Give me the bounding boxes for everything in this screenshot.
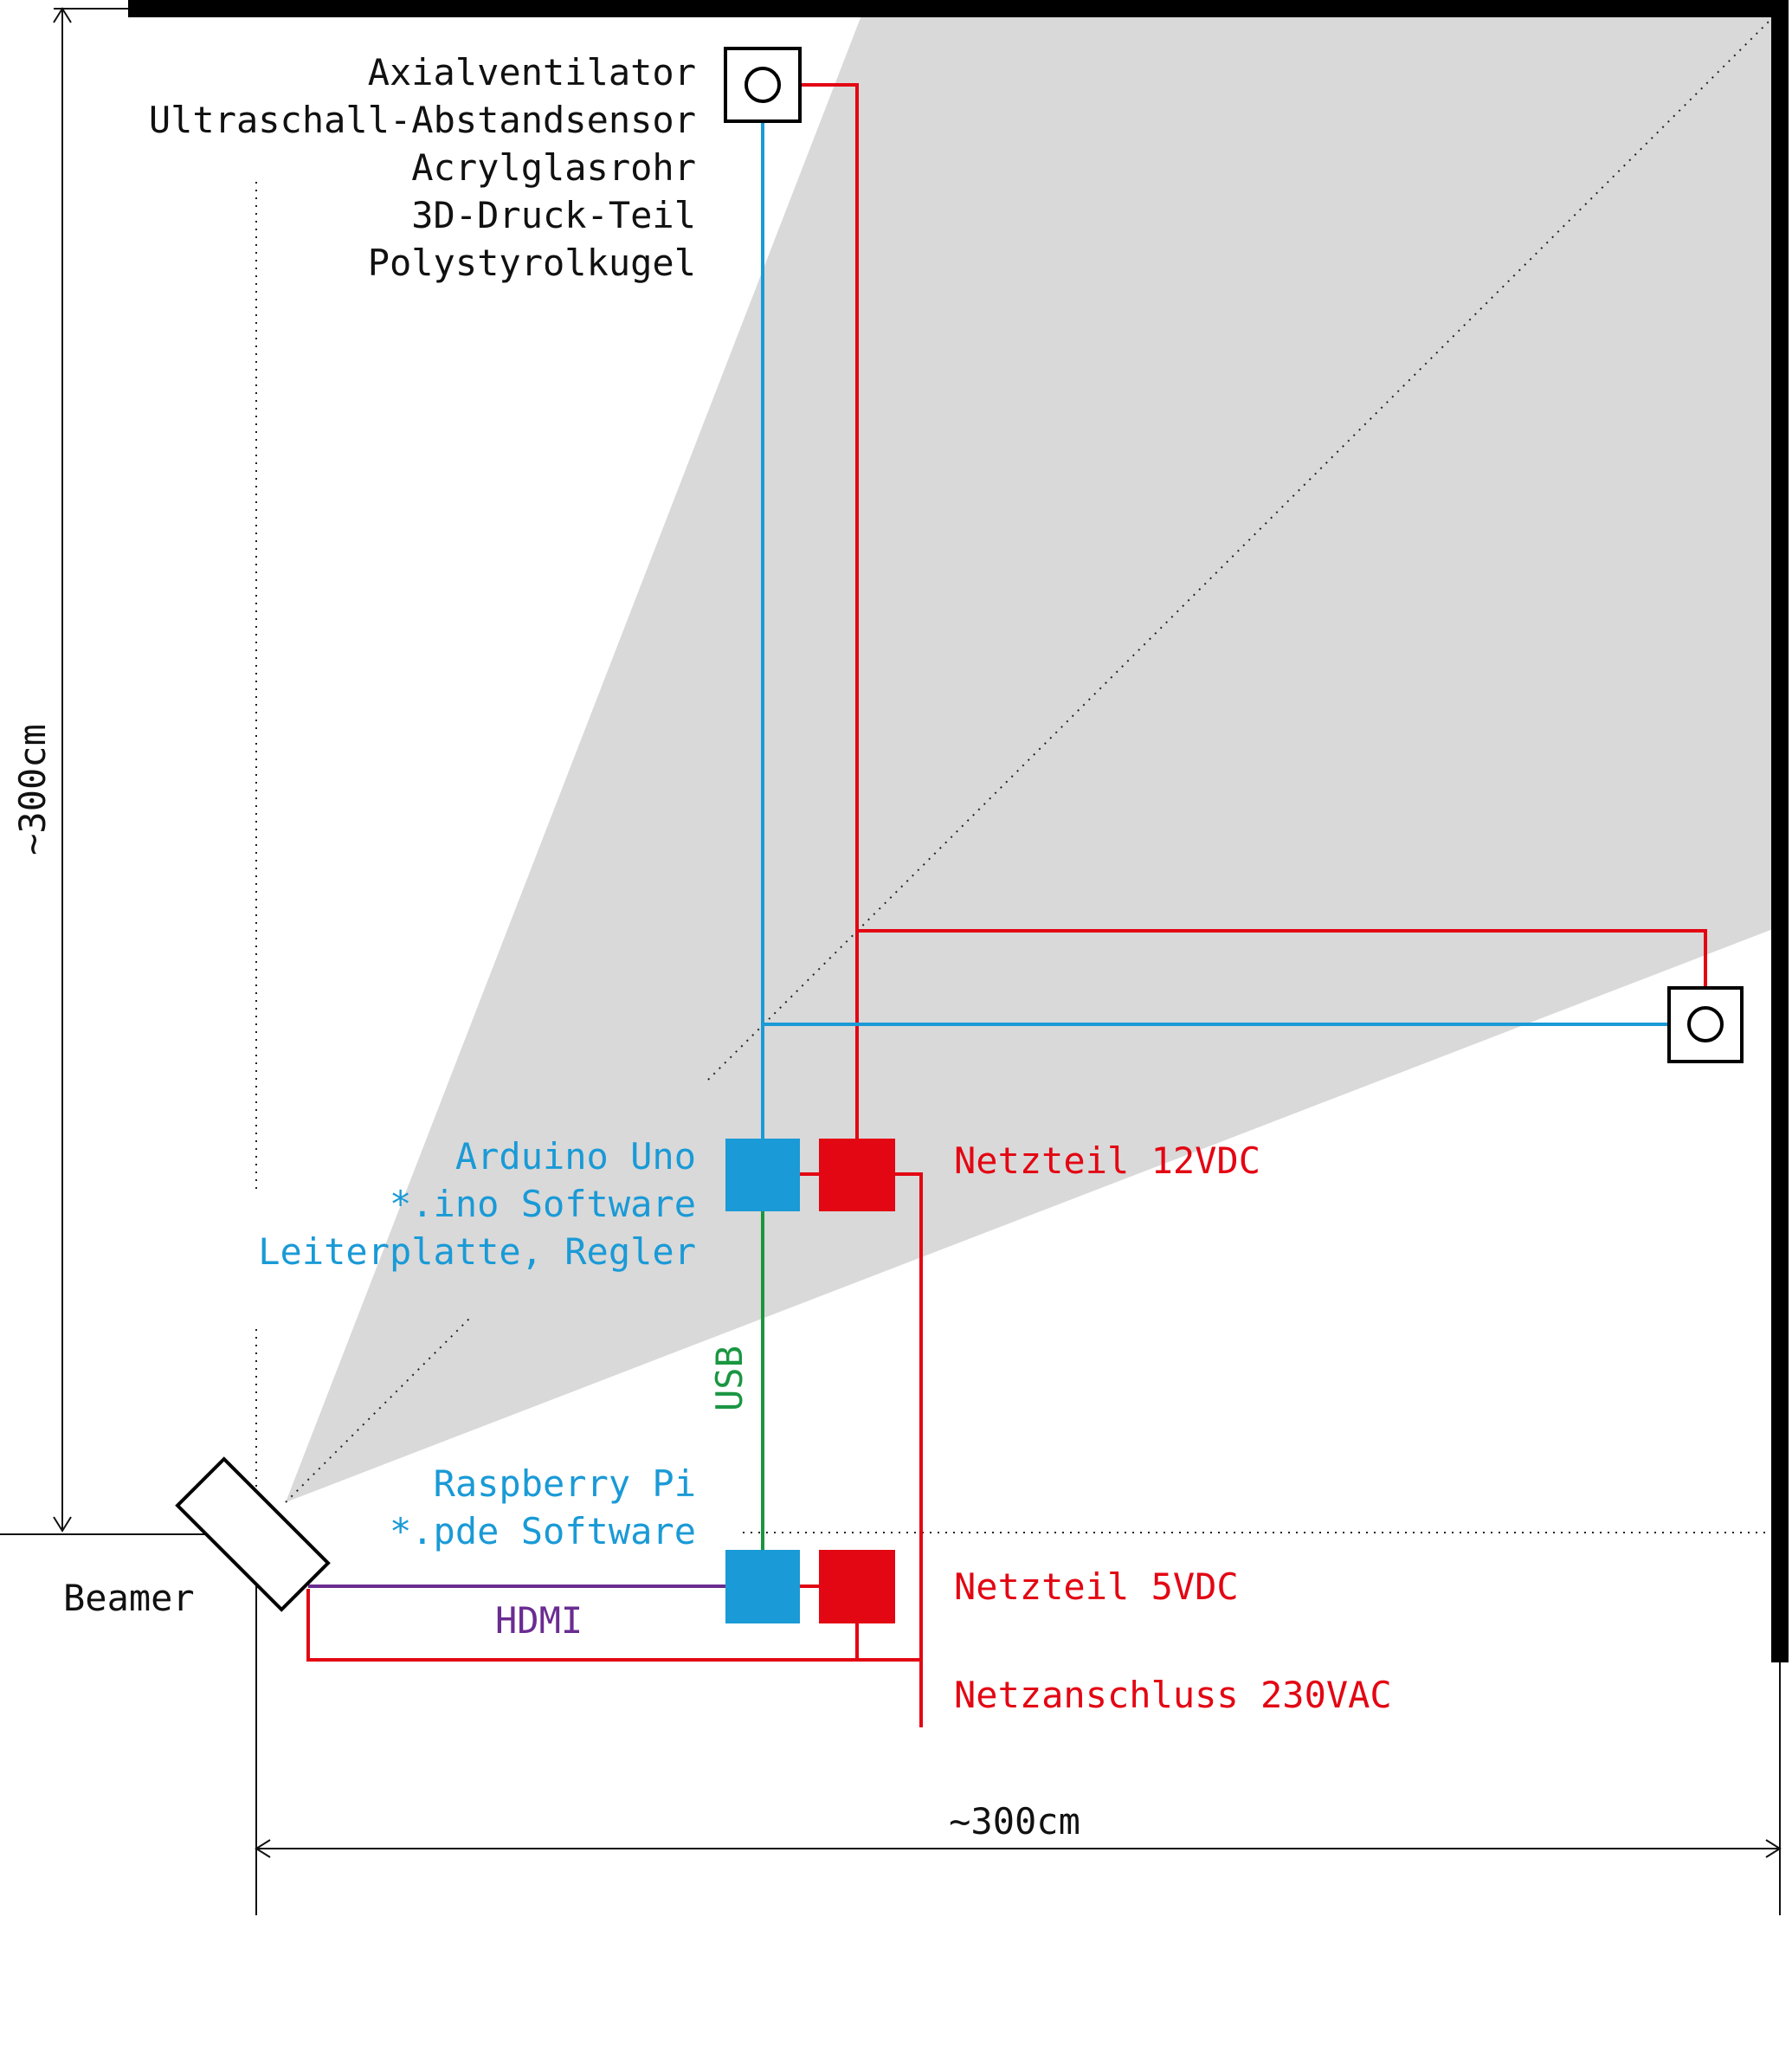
label-ino-software: *.ino Software (390, 1183, 696, 1225)
label-acrylic-tube: Acrylglasrohr (411, 146, 696, 189)
raspberry-labels: Raspberry Pi *.pde Software (390, 1462, 696, 1552)
fan-housing (724, 47, 802, 123)
label-psu-12v: Netzteil 12VDC (954, 1139, 1260, 1182)
fan-top-power-line (800, 83, 859, 1139)
arrow-down (53, 1516, 72, 1533)
wall-top (128, 0, 1773, 17)
diagonal-guide (707, 18, 1772, 1081)
arduino-box (725, 1139, 800, 1211)
psu-12v-box (819, 1139, 895, 1211)
dimension-arrows (53, 7, 1782, 1858)
psu-5v-box (819, 1550, 895, 1623)
label-polystyrene-ball: Polystyrolkugel (368, 242, 696, 284)
label-3d-print-part: 3D-Druck-Teil (411, 194, 696, 236)
guide-lines (255, 18, 1772, 1533)
label-width-dimension: ~300cm (949, 1800, 1080, 1843)
fan-icon (1687, 1006, 1724, 1042)
fan-icon (745, 67, 781, 103)
label-height-dimension: ~300cm (11, 724, 54, 855)
label-axialventilator: Axialventilator (368, 51, 696, 94)
label-raspberry-pi: Raspberry Pi (434, 1462, 696, 1505)
label-beamer: Beamer (63, 1577, 195, 1619)
arrow-left (255, 1839, 271, 1858)
arrow-up (53, 7, 72, 23)
label-usb: USB (708, 1346, 751, 1411)
label-hdmi: HDMI (495, 1599, 583, 1642)
label-mains: Netzanschluss 230VAC (954, 1674, 1392, 1716)
fan-unit-top (724, 47, 802, 123)
fan-labels: Axialventilator Ultraschall-Abstandsenso… (149, 51, 696, 284)
label-ultrasonic-sensor: Ultraschall-Abstandsensor (149, 99, 696, 141)
fan-right-power-line (857, 929, 1707, 987)
beamer-icon (175, 1456, 331, 1612)
psu12-mains-line (895, 1172, 923, 1727)
projection-cone (286, 16, 1773, 1502)
label-pcb-controller: Leiterplatte, Regler (258, 1230, 696, 1273)
arduino-labels: Arduino Uno *.ino Software Leiterplatte,… (258, 1135, 696, 1273)
beamer-mains-line (306, 1589, 921, 1662)
fan-unit-right (1667, 986, 1744, 1063)
power-labels: Netzteil 12VDC Netzteil 5VDC Netzanschlu… (954, 1139, 1392, 1716)
wall-right (1771, 0, 1789, 1662)
power-wiring (306, 83, 1707, 1727)
label-pde-software: *.pde Software (390, 1510, 696, 1552)
beam-axis-guide (285, 1315, 473, 1503)
fan-housing (1667, 986, 1744, 1063)
label-arduino-uno: Arduino Uno (455, 1135, 696, 1178)
signal-wiring (761, 121, 1669, 1139)
label-psu-5v: Netzteil 5VDC (954, 1565, 1239, 1608)
raspberry-pi-box (725, 1550, 800, 1623)
arrow-right (1765, 1839, 1782, 1858)
